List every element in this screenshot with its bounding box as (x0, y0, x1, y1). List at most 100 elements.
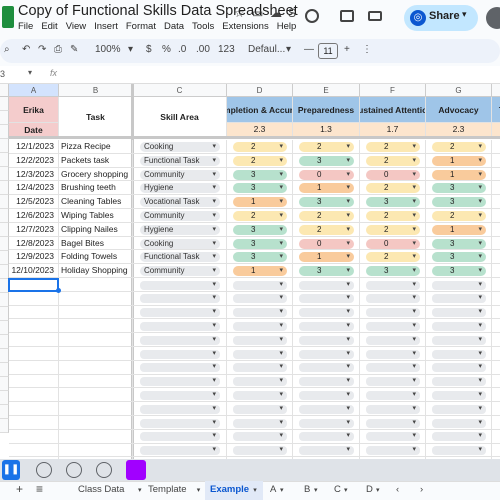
menu-file[interactable]: File (18, 21, 34, 32)
row-header[interactable] (0, 391, 9, 405)
score-dropdown[interactable]: 0 (299, 169, 354, 180)
score-dropdown[interactable]: 3 (233, 224, 287, 235)
font-dropdown-icon[interactable]: ▾ (286, 44, 292, 55)
zoom-select[interactable]: 100% (95, 44, 121, 55)
empty-cell[interactable] (492, 333, 500, 347)
empty-dropdown[interactable] (366, 307, 420, 318)
empty-dropdown[interactable] (140, 445, 220, 456)
undo-icon[interactable]: ↶ (22, 44, 31, 55)
menu-extensions[interactable]: Extensions (222, 21, 269, 32)
empty-cell[interactable] (227, 457, 293, 459)
empty-dropdown[interactable] (432, 404, 486, 414)
tab-b[interactable]: B (304, 484, 311, 495)
empty-cell[interactable] (293, 333, 360, 347)
skill-area-dropdown[interactable]: Community (140, 169, 220, 180)
move-folder-icon[interactable]: ▭ (252, 6, 264, 20)
empty-cell[interactable] (293, 278, 360, 292)
empty-dropdown[interactable] (140, 376, 220, 387)
empty-cell[interactable] (133, 374, 227, 389)
tab-class-data[interactable]: Class Data (78, 484, 125, 495)
empty-cell[interactable] (293, 319, 360, 334)
empty-cell[interactable] (360, 305, 426, 320)
empty-dropdown[interactable] (432, 431, 486, 442)
tab-scroll-left-icon[interactable]: ‹ (396, 484, 400, 495)
tab-example[interactable]: Example (210, 484, 250, 495)
score-dropdown[interactable]: 3 (432, 252, 486, 263)
version-history-icon[interactable] (305, 9, 319, 23)
empty-cell[interactable] (227, 319, 293, 334)
row-header[interactable] (0, 153, 9, 167)
empty-cell[interactable] (227, 360, 293, 375)
score-dropdown[interactable]: 2 (299, 224, 354, 235)
skill-area-dropdown[interactable]: Functional Task (140, 155, 220, 166)
score-dropdown[interactable]: 1 (233, 197, 287, 208)
column-header-c[interactable]: C (133, 84, 227, 97)
select-all-corner[interactable] (0, 84, 9, 97)
tab-menu-icon[interactable]: ▾ (344, 487, 348, 494)
empty-cell[interactable] (133, 457, 227, 459)
empty-cell[interactable] (426, 291, 492, 306)
score-dropdown[interactable]: 3 (432, 197, 486, 208)
empty-cell[interactable] (59, 333, 133, 347)
score-dropdown[interactable]: 2 (366, 142, 420, 152)
score-dropdown[interactable]: 2 (233, 211, 287, 221)
skill-area-dropdown[interactable]: Cooking (140, 238, 220, 249)
tab-menu-icon[interactable]: ▾ (253, 487, 257, 494)
empty-dropdown[interactable] (299, 280, 354, 290)
empty-cell[interactable] (426, 347, 492, 361)
search-icon[interactable]: ⌕ (4, 44, 10, 55)
empty-cell[interactable] (9, 291, 59, 306)
meet-icon[interactable] (368, 11, 382, 21)
empty-cell[interactable] (133, 443, 227, 458)
empty-dropdown[interactable] (432, 445, 486, 456)
empty-cell[interactable] (227, 374, 293, 389)
tab-scroll-right-icon[interactable]: › (420, 484, 424, 495)
empty-dropdown[interactable] (366, 335, 420, 345)
empty-cell[interactable] (227, 388, 293, 403)
score-dropdown[interactable]: 2 (432, 211, 486, 221)
redo-icon[interactable]: ↷ (38, 44, 47, 55)
empty-cell[interactable] (133, 402, 227, 416)
empty-cell[interactable] (227, 333, 293, 347)
empty-cell[interactable] (59, 360, 133, 375)
tab-template[interactable]: Template (148, 484, 187, 495)
row-header[interactable] (0, 377, 9, 391)
empty-cell[interactable] (293, 457, 360, 459)
score-dropdown[interactable]: 2 (233, 142, 287, 152)
empty-cell[interactable] (426, 388, 492, 403)
menu-help[interactable]: Help (276, 21, 297, 32)
score-dropdown[interactable]: 2 (432, 142, 486, 152)
score-dropdown[interactable]: 0 (299, 238, 354, 249)
empty-cell[interactable] (9, 319, 59, 334)
score-dropdown[interactable]: 3 (299, 197, 354, 208)
empty-dropdown[interactable] (299, 307, 354, 318)
empty-cell[interactable] (59, 305, 133, 320)
column-header-more[interactable] (492, 84, 500, 97)
empty-dropdown[interactable] (140, 404, 220, 414)
empty-cell[interactable] (9, 402, 59, 416)
empty-cell[interactable] (227, 305, 293, 320)
empty-cell[interactable] (59, 291, 133, 306)
tab-c[interactable]: C (334, 484, 341, 495)
empty-cell[interactable] (293, 429, 360, 444)
empty-cell[interactable] (59, 429, 133, 444)
row-header[interactable] (0, 349, 9, 363)
empty-cell[interactable] (59, 388, 133, 403)
share-dropdown-icon[interactable]: ▾ (462, 9, 467, 19)
zoom-dropdown-icon[interactable]: ▾ (128, 44, 134, 55)
empty-cell[interactable] (59, 457, 133, 459)
empty-cell[interactable] (360, 360, 426, 375)
score-dropdown[interactable]: 0 (366, 169, 420, 180)
empty-cell[interactable] (293, 402, 360, 416)
row-header[interactable] (0, 139, 9, 153)
add-sheet-icon[interactable]: + (16, 482, 24, 496)
empty-cell[interactable] (133, 416, 227, 430)
column-header-b[interactable]: B (59, 84, 133, 97)
score-dropdown[interactable]: 3 (233, 252, 287, 263)
empty-dropdown[interactable] (233, 293, 287, 304)
empty-dropdown[interactable] (432, 293, 486, 304)
tab-d[interactable]: D (366, 484, 373, 495)
empty-dropdown[interactable] (140, 390, 220, 400)
row-header[interactable] (0, 125, 9, 139)
empty-dropdown[interactable] (140, 321, 220, 331)
